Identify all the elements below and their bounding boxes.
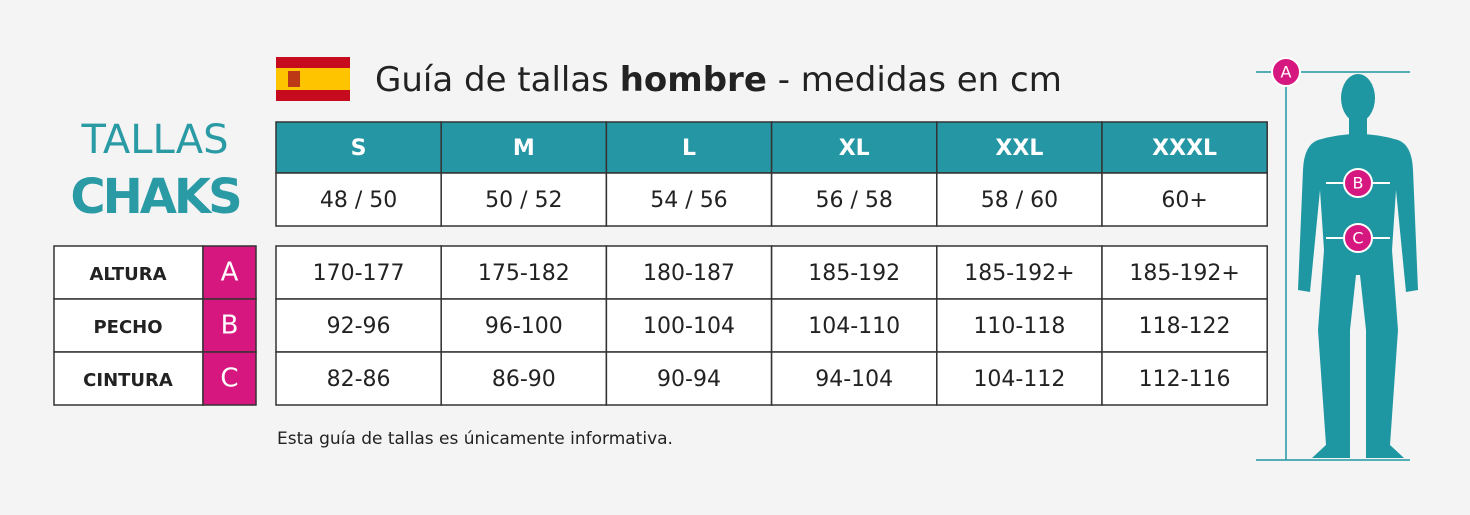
cell xyxy=(275,351,442,406)
measure: 86-90 xyxy=(492,367,556,392)
measure: 92-96 xyxy=(327,314,391,339)
measure: 110-118 xyxy=(973,314,1065,339)
tables: S 48 / 50 M 50 / 52 L 54 / 56 XL 56 / 58 XXL 58 /… xyxy=(53,121,1268,406)
title-start: Guía de tallas xyxy=(375,60,609,100)
row-label: PECHO xyxy=(93,317,162,338)
letter-cell xyxy=(202,245,257,300)
eu-size: 48 / 50 xyxy=(320,188,397,213)
cell xyxy=(770,172,938,227)
size-label: L xyxy=(682,136,696,161)
spain-flag xyxy=(276,57,350,101)
measure: 185-192 xyxy=(808,261,900,286)
letter-cell xyxy=(202,298,257,353)
measure: 94-104 xyxy=(815,367,893,392)
cell xyxy=(440,245,608,300)
measure: 104-110 xyxy=(808,314,900,339)
cell xyxy=(275,172,442,227)
row-label: ALTURA xyxy=(89,264,166,285)
measure: 112-116 xyxy=(1139,367,1231,392)
marker-letter: B xyxy=(1353,174,1364,193)
size-label: XXL xyxy=(995,136,1043,161)
measure: 96-100 xyxy=(485,314,563,339)
markers: A B C xyxy=(1271,57,1390,253)
measure: 82-86 xyxy=(327,367,391,392)
cell xyxy=(1101,298,1268,353)
marker-letter: C xyxy=(1352,229,1363,248)
letter-cell xyxy=(202,351,257,406)
measure: 100-104 xyxy=(643,314,735,339)
cell xyxy=(605,351,773,406)
title-end: - medidas en cm xyxy=(778,60,1062,100)
row-letter: B xyxy=(221,311,239,341)
cell xyxy=(770,351,938,406)
header-cell xyxy=(1101,121,1268,174)
body-figure xyxy=(1256,71,1418,461)
measure: 185-192+ xyxy=(964,261,1074,286)
header-cell xyxy=(605,121,773,174)
measure: 170-177 xyxy=(313,261,405,286)
note: Esta guía de tallas es únicamente inform… xyxy=(277,429,673,449)
measure: 118-122 xyxy=(1139,314,1231,339)
cell xyxy=(440,351,608,406)
size-label: XL xyxy=(839,136,870,161)
cell xyxy=(605,172,773,227)
eu-size: 58 / 60 xyxy=(981,188,1058,213)
measure: 104-112 xyxy=(973,367,1065,392)
brand-line1: TALLAS xyxy=(81,117,229,163)
title-bold: hombre xyxy=(620,60,767,100)
marker-circle xyxy=(1271,57,1301,87)
row-letter: C xyxy=(220,364,238,394)
cell xyxy=(936,172,1103,227)
cell xyxy=(1101,351,1268,406)
size-label: S xyxy=(351,136,367,161)
eu-size: 60+ xyxy=(1161,188,1207,213)
brand-line2: CHAKS xyxy=(70,169,240,225)
cell xyxy=(275,245,442,300)
measure: 175-182 xyxy=(478,261,570,286)
cell xyxy=(770,245,938,300)
eu-size: 54 / 56 xyxy=(650,188,727,213)
eu-size: 50 / 52 xyxy=(485,188,562,213)
cell xyxy=(440,298,608,353)
size-label: XXXL xyxy=(1152,136,1217,161)
marker-circle xyxy=(1343,168,1373,198)
measure: 90-94 xyxy=(657,367,721,392)
cell xyxy=(936,245,1103,300)
measure: 185-192+ xyxy=(1129,261,1239,286)
cell xyxy=(605,298,773,353)
cell xyxy=(1101,245,1268,300)
row-letter: A xyxy=(221,258,239,288)
cell xyxy=(1101,172,1268,227)
title: Guía de tallas hombre - medidas en cm xyxy=(375,60,1062,100)
measure: 180-187 xyxy=(643,261,735,286)
marker-letter: A xyxy=(1281,63,1292,82)
marker-circle xyxy=(1343,223,1373,253)
size-label: M xyxy=(513,136,535,161)
cell xyxy=(605,245,773,300)
eu-size: 56 / 58 xyxy=(816,188,893,213)
row-label: CINTURA xyxy=(83,370,173,391)
